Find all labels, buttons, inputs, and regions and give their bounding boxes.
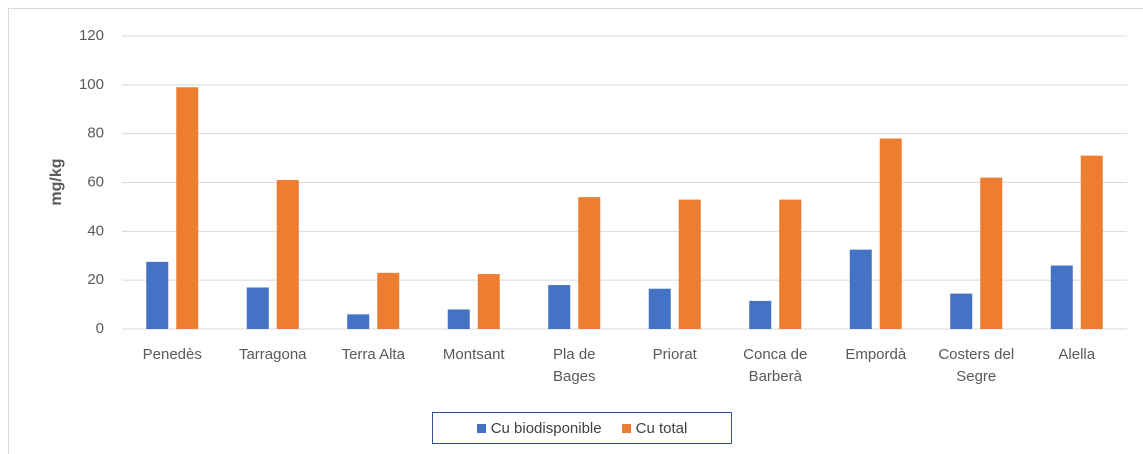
bar xyxy=(950,293,973,329)
bar xyxy=(779,199,802,329)
bar xyxy=(176,87,199,330)
legend-swatch xyxy=(476,423,486,433)
y-tick-label: 100 xyxy=(79,76,104,93)
legend: Cu biodisponible Cu total xyxy=(432,412,732,444)
x-tick-label: Conca de Barberà xyxy=(743,346,808,385)
y-tick-label: 20 xyxy=(87,271,104,288)
legend-label: Cu total xyxy=(635,419,688,437)
y-axis-label: mg/kg xyxy=(48,158,65,205)
y-tick-label: 0 xyxy=(96,320,104,337)
x-tick-label: Empordà xyxy=(845,346,907,363)
bar xyxy=(447,309,470,329)
bar xyxy=(980,177,1003,329)
x-tick-label: Alella xyxy=(1058,346,1096,363)
x-tick-label: Montsant xyxy=(442,346,505,363)
bar xyxy=(246,287,269,329)
y-tick-label: 120 xyxy=(79,27,104,44)
bar xyxy=(377,272,400,329)
bar xyxy=(347,314,370,329)
y-tick-label: 60 xyxy=(87,173,104,190)
legend-item: Cu biodisponible xyxy=(476,419,602,437)
y-tick-label: 40 xyxy=(87,222,104,239)
bar xyxy=(648,288,671,329)
legend-label: Cu biodisponible xyxy=(490,419,602,437)
x-tick-label: Penedès xyxy=(142,346,202,363)
bar xyxy=(849,249,872,329)
legend-swatch xyxy=(621,423,631,433)
chart-frame xyxy=(8,8,1143,454)
bar xyxy=(1050,265,1073,329)
bar xyxy=(146,261,169,329)
x-tick-label: Priorat xyxy=(652,346,697,363)
bar xyxy=(1080,155,1103,329)
x-tick-label: Tarragona xyxy=(238,346,307,363)
y-tick-label: 80 xyxy=(87,125,104,142)
bar xyxy=(879,138,902,329)
bar xyxy=(578,197,601,329)
bar xyxy=(276,180,299,329)
legend-item: Cu total xyxy=(621,419,688,437)
bar xyxy=(548,285,571,329)
bar xyxy=(749,300,772,329)
x-tick-label: Pla de Bages xyxy=(552,346,596,385)
bar xyxy=(678,199,701,329)
bar xyxy=(477,274,500,329)
x-tick-label: Costers del Segre xyxy=(938,346,1015,385)
x-tick-label: Terra Alta xyxy=(341,346,405,363)
